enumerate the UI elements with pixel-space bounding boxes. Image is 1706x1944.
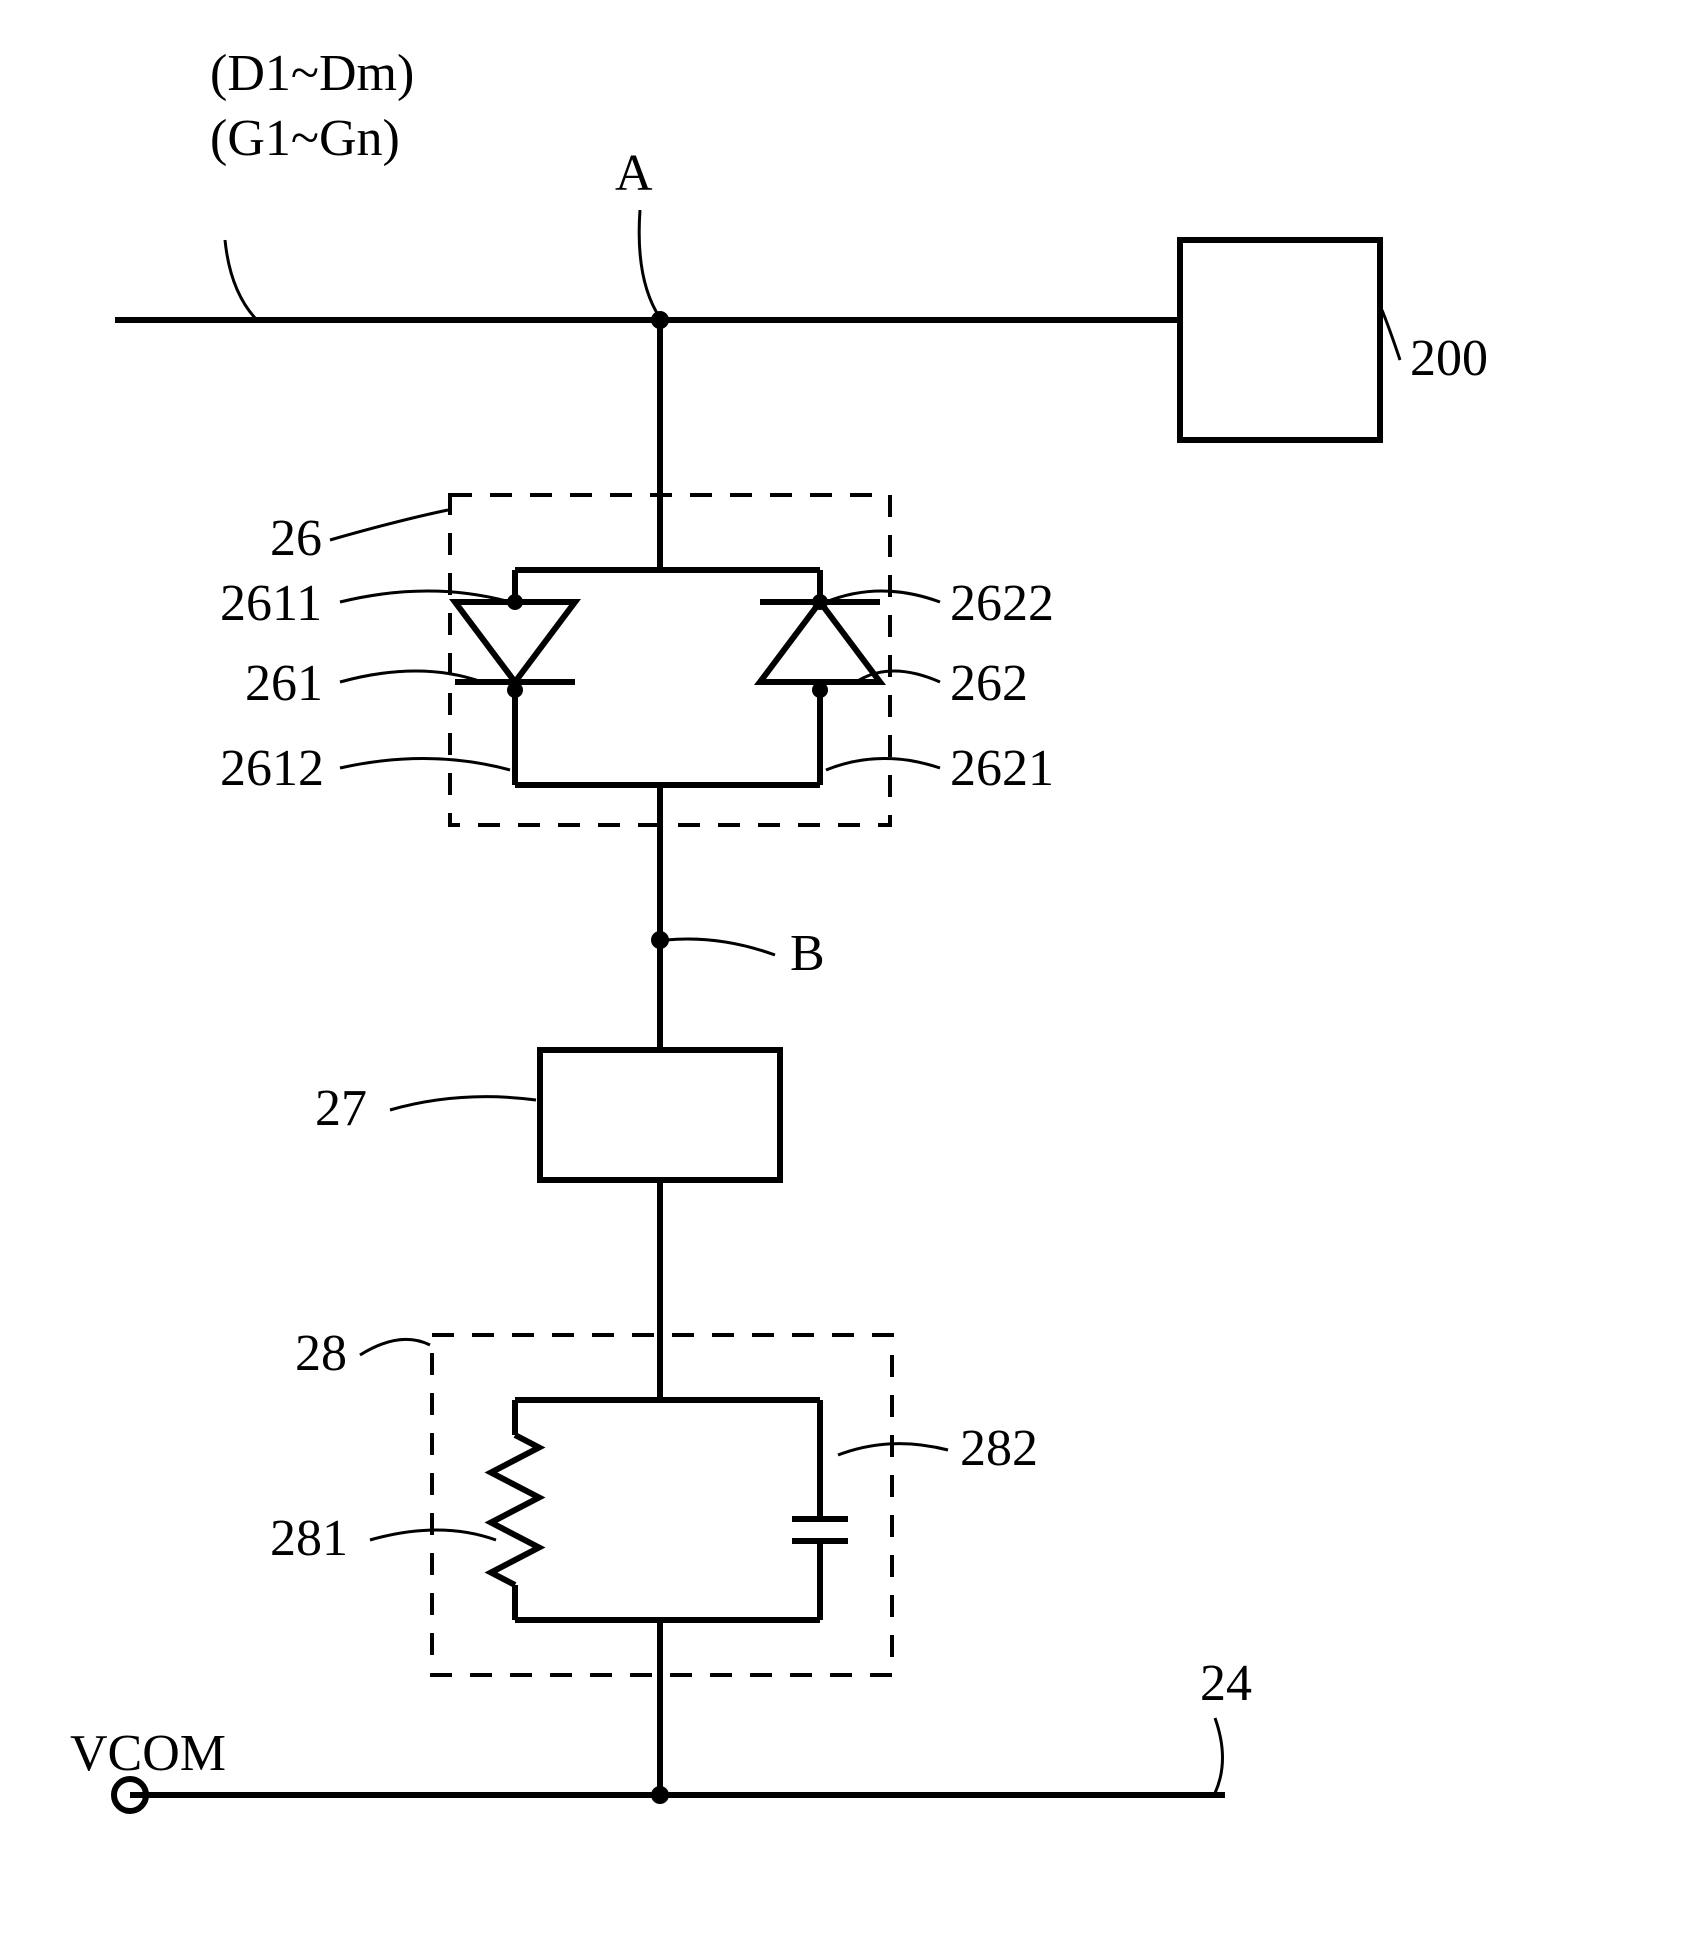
- label-2621: 2621: [950, 740, 1054, 797]
- label-24: 24: [1200, 1655, 1252, 1712]
- label-b: B: [790, 925, 825, 982]
- leader-b: [666, 939, 775, 955]
- block-27: [540, 1050, 780, 1180]
- label-a: A: [615, 145, 653, 202]
- leader-24: [1215, 1718, 1223, 1793]
- leader-28: [360, 1339, 430, 1355]
- label-261: 261: [245, 655, 323, 712]
- leader-2612: [340, 758, 510, 770]
- label-g1gn: (G1~Gn): [210, 110, 400, 167]
- label-2612: 2612: [220, 740, 324, 797]
- leader-200: [1382, 310, 1400, 360]
- label-200: 200: [1410, 330, 1488, 387]
- leader-a: [639, 210, 660, 318]
- label-28: 28: [295, 1325, 347, 1382]
- circuit-diagram: (D1~Dm) (G1~Gn) A B 200 26 2611 261 2612 2622 262 2…: [0, 0, 1706, 1944]
- label-282: 282: [960, 1420, 1038, 1477]
- resistor-281: [491, 1435, 539, 1585]
- label-2611: 2611: [220, 575, 322, 632]
- diode-262: [760, 602, 880, 682]
- label-d1dm: (D1~Dm): [210, 45, 414, 102]
- label-vcom: VCOM: [70, 1725, 226, 1782]
- leader-26: [330, 510, 448, 540]
- label-26: 26: [270, 510, 322, 567]
- leader-signal-line: [225, 240, 255, 318]
- diode-261: [455, 602, 575, 682]
- capacitor-282: [792, 1519, 848, 1541]
- label-281: 281: [270, 1510, 348, 1567]
- label-2622: 2622: [950, 575, 1054, 632]
- leader-2621: [826, 758, 940, 770]
- label-262: 262: [950, 655, 1028, 712]
- leader-27: [390, 1097, 536, 1110]
- block-200: [1180, 240, 1380, 440]
- label-27: 27: [315, 1080, 367, 1137]
